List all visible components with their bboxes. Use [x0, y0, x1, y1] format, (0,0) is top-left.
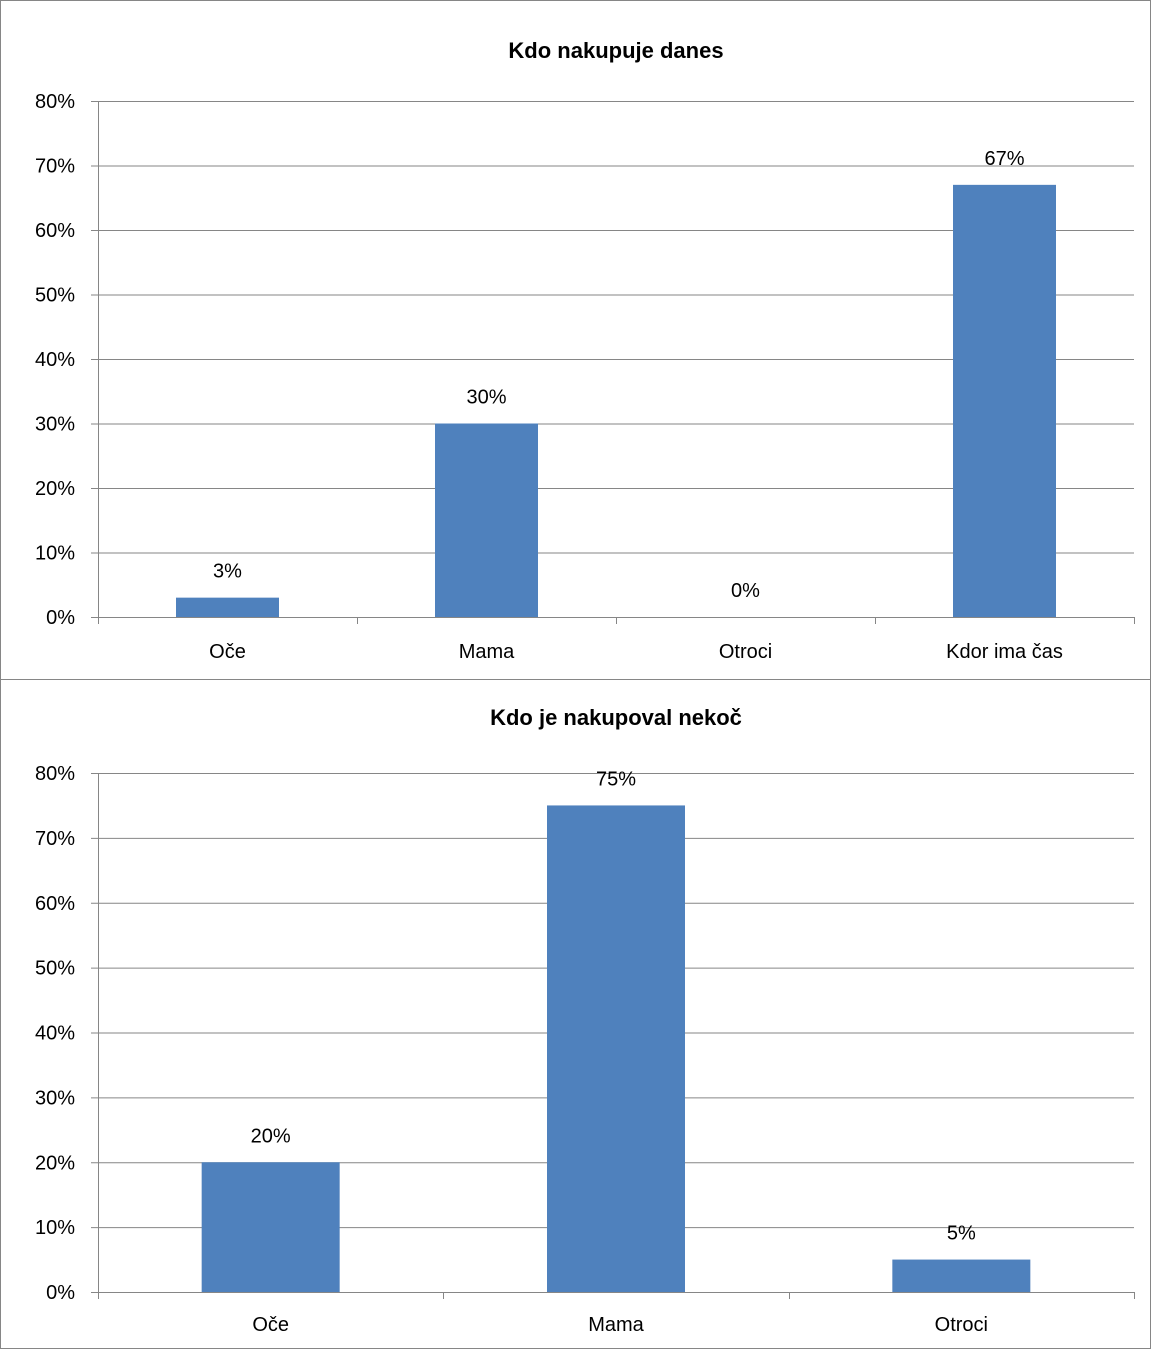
- chart-panel-today: Kdo nakupuje danes 0% 10% 20% 30% 40% 50% 60% 7…: [0, 0, 1151, 680]
- category-label: Oče: [209, 641, 246, 663]
- y-tick-label: 10%: [35, 543, 75, 565]
- data-label: 20%: [251, 1125, 291, 1147]
- y-tick-label: 0%: [46, 607, 75, 629]
- y-tick-label: 40%: [35, 1023, 75, 1045]
- chart-panel-past: Kdo je nakupoval nekoč 0% 10% 20% 30% 40% 50%…: [0, 679, 1151, 1349]
- axes: [91, 101, 1135, 624]
- y-tick-label: 30%: [35, 414, 75, 436]
- bar: [892, 1259, 1031, 1292]
- bars: [176, 184, 1056, 617]
- y-tick-label: 10%: [35, 1217, 75, 1239]
- category-label: Otroci: [719, 641, 772, 663]
- chart-today-svg: Kdo nakupuje danes 0% 10% 20% 30% 40% 50% 60% 7…: [35, 38, 1135, 663]
- bar: [176, 597, 279, 617]
- y-tick-label: 20%: [35, 1152, 75, 1174]
- y-tick-label: 70%: [35, 156, 75, 178]
- bars: [201, 805, 1031, 1292]
- y-tick-label: 60%: [35, 220, 75, 242]
- bar: [547, 805, 685, 1292]
- category-label: Otroci: [935, 1314, 988, 1336]
- y-tick-label: 0%: [46, 1282, 75, 1304]
- y-tick-label: 70%: [35, 828, 75, 850]
- data-label: 3%: [213, 561, 242, 583]
- y-tick-label: 50%: [35, 958, 75, 980]
- data-label: 0%: [731, 580, 760, 602]
- axes: [91, 773, 1135, 1299]
- y-tick-label: 80%: [35, 91, 75, 113]
- data-label: 75%: [596, 768, 636, 790]
- bar: [953, 184, 1056, 617]
- gridlines: [91, 101, 1134, 554]
- y-tick-label: 30%: [35, 1087, 75, 1109]
- labels: 0% 10% 20% 30% 40% 50% 60% 70% 80% 20% Oče 75% Mama 5…: [35, 763, 988, 1336]
- chart-title: Kdo nakupuje danes: [508, 38, 723, 63]
- y-tick-label: 50%: [35, 285, 75, 307]
- chart-title: Kdo je nakupoval nekoč: [490, 705, 742, 730]
- category-label: Mama: [588, 1314, 644, 1336]
- chart-past-svg: Kdo je nakupoval nekoč 0% 10% 20% 30% 40% 50%…: [35, 705, 1135, 1336]
- data-label: 30%: [466, 387, 506, 409]
- y-tick-label: 80%: [35, 763, 75, 785]
- y-tick-label: 20%: [35, 478, 75, 500]
- category-label: Mama: [459, 641, 515, 663]
- bar: [435, 423, 538, 617]
- data-label: 5%: [947, 1223, 976, 1245]
- labels: 0% 10% 20% 30% 40% 50% 60% 70% 80% 3% Oče 30% Mama 0%…: [35, 91, 1063, 663]
- y-tick-label: 40%: [35, 349, 75, 371]
- category-label: Kdor ima čas: [946, 641, 1063, 663]
- data-label: 67%: [984, 148, 1024, 170]
- category-label: Oče: [252, 1314, 289, 1336]
- bar: [201, 1162, 340, 1292]
- y-tick-label: 60%: [35, 893, 75, 915]
